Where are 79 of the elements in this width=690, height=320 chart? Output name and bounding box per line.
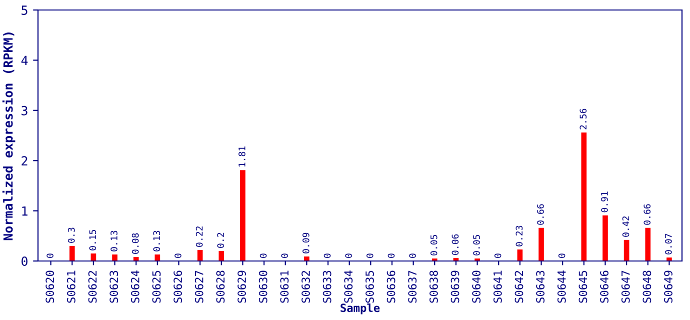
x-tick-label: S0643 <box>536 270 545 303</box>
x-tick-label: S0648 <box>642 270 652 303</box>
data-label: 0.22 <box>196 226 203 247</box>
x-tick-label: S0631 <box>280 270 289 303</box>
y-tick-label: 0 <box>22 256 28 266</box>
bar <box>602 215 608 261</box>
y-tick-label: 5 <box>22 6 28 15</box>
x-tick-label: S0635 <box>366 270 374 303</box>
bar <box>112 254 118 261</box>
bar <box>304 256 310 261</box>
data-label: 0 <box>174 254 182 258</box>
x-tick-label: S0634 <box>344 270 353 303</box>
x-tick-label: S0633 <box>322 270 332 303</box>
bar <box>538 228 544 261</box>
data-label: 0 <box>409 254 416 258</box>
bar <box>240 170 246 261</box>
x-tick-label: S0647 <box>621 270 630 303</box>
x-tick-label: S0624 <box>130 270 140 303</box>
data-label: 0.66 <box>644 204 651 225</box>
data-label: 2.56 <box>580 108 587 130</box>
bar <box>581 132 587 261</box>
x-tick-label: S0625 <box>152 270 161 303</box>
data-label: 0.09 <box>302 232 310 254</box>
data-label: 0 <box>494 254 502 258</box>
x-tick-label: S0623 <box>110 270 118 303</box>
data-label: 0 <box>260 254 267 258</box>
x-axis-title: Sample <box>340 303 380 314</box>
y-tick-label: 1 <box>22 206 28 216</box>
data-label: 0.23 <box>516 226 523 246</box>
y-axis-title: Normalized expression (RPKM) <box>2 32 16 240</box>
data-label: 0 <box>388 254 395 258</box>
data-label: 0 <box>558 254 566 258</box>
bar <box>218 250 224 261</box>
x-tick-label: S0646 <box>600 270 608 303</box>
data-label: 0.2 <box>217 232 224 248</box>
x-tick-label: S0620 <box>46 270 54 303</box>
bar <box>645 228 651 261</box>
x-tick-label: S0629 <box>238 270 246 303</box>
data-label: 0 <box>46 254 54 258</box>
x-tick-label: S0622 <box>88 270 97 303</box>
x-tick-label: S0628 <box>216 270 225 303</box>
x-tick-label: S0639 <box>450 270 460 303</box>
x-tick-label: S0649 <box>664 270 672 303</box>
data-label: 0.05 <box>430 234 438 256</box>
y-tick-label: 2 <box>22 156 28 166</box>
y-tick-label: 3 <box>22 106 28 116</box>
x-tick-label: S0621 <box>66 270 76 303</box>
data-label: 0.66 <box>537 204 544 225</box>
data-label: 0 <box>345 254 352 258</box>
bar <box>69 246 75 261</box>
data-label: 0.08 <box>132 233 139 254</box>
x-tick-label: S0637 <box>408 270 417 303</box>
x-tick-label: S0638 <box>429 270 438 303</box>
x-tick-label: S0632 <box>302 270 310 303</box>
data-label: 0.3 <box>68 228 75 243</box>
data-label: 0 <box>281 254 288 258</box>
bar <box>133 256 139 261</box>
y-tick-label: 4 <box>21 56 28 65</box>
data-label: 0.91 <box>601 192 608 212</box>
data-label: 0.07 <box>665 234 672 254</box>
data-label: 0 <box>366 254 374 258</box>
x-tick-label: S0644 <box>557 270 566 303</box>
data-label: 1.81 <box>238 146 246 167</box>
data-label: 0.06 <box>452 234 459 255</box>
data-label: 0.42 <box>622 216 630 237</box>
x-tick-label: S0627 <box>194 270 204 303</box>
x-tick-label: S0626 <box>174 270 182 303</box>
bar <box>624 240 630 261</box>
data-label: 0.15 <box>89 230 96 250</box>
x-tick-label: S0642 <box>514 270 524 303</box>
x-tick-label: S0641 <box>493 270 502 303</box>
x-tick-label: S0636 <box>386 270 396 303</box>
x-tick-label: S0630 <box>258 270 268 303</box>
data-label: 0.13 <box>110 230 118 252</box>
x-tick-label: S0640 <box>472 270 481 303</box>
data-label: 0 <box>324 254 331 258</box>
data-label: 0.05 <box>473 234 480 256</box>
x-tick-label: S0645 <box>578 270 588 303</box>
data-label: 0.13 <box>153 230 160 252</box>
